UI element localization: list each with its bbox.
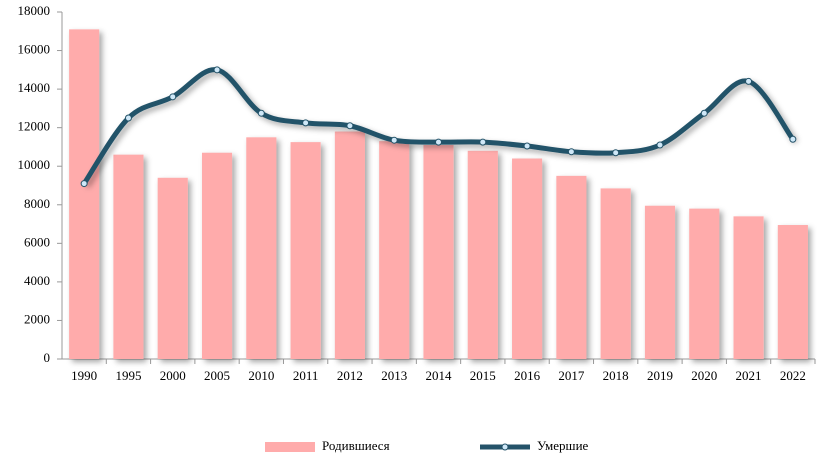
x-tick-label: 2019 xyxy=(647,368,673,383)
bar xyxy=(379,141,410,359)
line-marker xyxy=(435,138,442,146)
bar xyxy=(334,131,365,359)
x-tick-label: 2011 xyxy=(293,368,319,383)
line-marker xyxy=(789,135,797,143)
y-tick-label: 14000 xyxy=(18,80,51,95)
bar xyxy=(423,145,454,359)
x-tick-label: 2012 xyxy=(337,368,363,383)
line-marker xyxy=(169,93,177,101)
line-marker xyxy=(567,148,575,156)
bar xyxy=(644,205,676,359)
bar xyxy=(69,29,100,359)
y-tick-label: 6000 xyxy=(24,234,50,249)
x-tick-label: 2015 xyxy=(470,368,496,383)
bar xyxy=(689,208,720,359)
x-tick-label: 1995 xyxy=(115,368,141,383)
y-tick-label: 10000 xyxy=(18,157,51,172)
y-tick-label: 18000 xyxy=(18,3,51,18)
y-tick-label: 8000 xyxy=(24,196,50,211)
line-marker xyxy=(479,138,487,146)
y-tick-label: 2000 xyxy=(24,311,50,326)
line-marker xyxy=(346,122,354,130)
y-tick-label: 12000 xyxy=(18,119,51,134)
x-tick-label: 2014 xyxy=(426,368,453,383)
bar xyxy=(556,175,587,359)
x-tick-label: 1990 xyxy=(71,368,97,383)
bar xyxy=(201,152,233,359)
bar xyxy=(777,225,808,359)
legend-swatch xyxy=(265,442,315,452)
line-marker xyxy=(213,66,221,74)
line-marker xyxy=(656,141,664,149)
y-tick-label: 16000 xyxy=(18,42,51,57)
line-marker xyxy=(257,109,265,117)
x-tick-label: 2022 xyxy=(780,368,806,383)
bar xyxy=(467,150,498,359)
line-marker xyxy=(302,119,310,127)
bar xyxy=(113,154,144,359)
x-tick-label: 2016 xyxy=(514,368,541,383)
line-marker xyxy=(523,142,531,150)
line-marker xyxy=(612,149,620,157)
bar xyxy=(157,177,188,359)
y-tick-label: 4000 xyxy=(24,273,50,288)
x-tick-label: 2020 xyxy=(691,368,717,383)
bar xyxy=(290,142,321,359)
line-marker xyxy=(124,114,132,122)
x-tick-label: 2005 xyxy=(204,368,230,383)
x-tick-label: 2013 xyxy=(381,368,407,383)
line-marker xyxy=(700,109,708,117)
x-tick-label: 2017 xyxy=(558,368,585,383)
bar xyxy=(512,158,543,359)
line-marker xyxy=(80,180,88,188)
line-marker xyxy=(390,136,398,144)
x-tick-label: 2000 xyxy=(160,368,186,383)
bar xyxy=(600,188,631,359)
legend-marker xyxy=(501,443,509,451)
legend-label: Умершие xyxy=(537,438,589,453)
x-tick-label: 2010 xyxy=(248,368,274,383)
x-tick-label: 2021 xyxy=(736,368,762,383)
x-tick-label: 2018 xyxy=(603,368,629,383)
bar xyxy=(246,137,277,359)
y-tick-label: 0 xyxy=(44,350,51,365)
legend-label: Родившиеся xyxy=(322,438,390,453)
bar xyxy=(733,216,764,359)
line-marker xyxy=(745,77,753,85)
